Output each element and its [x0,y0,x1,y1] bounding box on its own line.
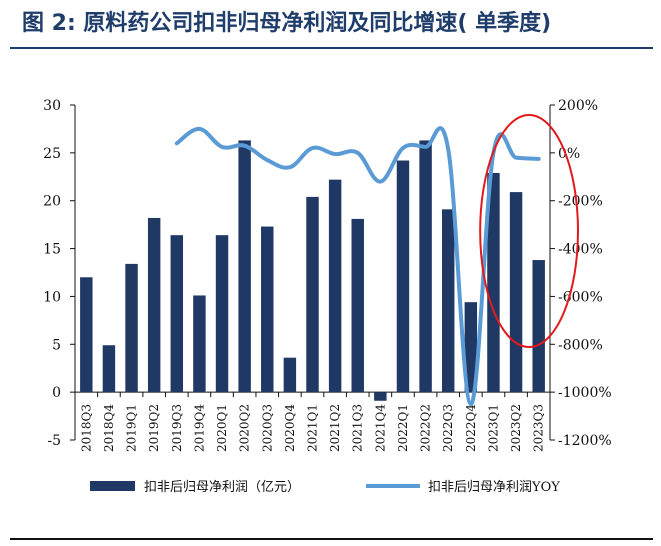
y-left-tick-label: 10 [43,289,61,305]
bar [147,217,161,393]
y-left-tick-label: 30 [43,98,61,114]
bar [396,160,410,393]
x-tick-label: 2019Q2 [147,404,161,452]
y-right-tick-label: 0% [558,146,580,162]
y-right-tick-label: -1200% [558,433,612,449]
x-tick-label: 2020Q4 [283,404,297,452]
bar [441,209,455,393]
x-tick-label: 2019Q4 [192,404,206,452]
legend-bar-swatch [90,481,135,491]
figure-title: 图 2: 原料药公司扣非归母净利润及同比增速( 单季度) [22,11,552,36]
bar [328,179,342,393]
highlight-ellipse [479,114,579,348]
bar [238,140,251,393]
y-right-tick-label: -400% [558,242,603,258]
bar [306,196,319,393]
legend: 扣非后归母净利润（亿元） 扣非后归母净利润YOY [90,480,560,495]
x-tick-label: 2020Q1 [215,404,229,452]
y-right-tick-label: -200% [558,194,603,210]
bar [532,260,545,393]
x-tick-label: 2022Q4 [464,404,478,452]
bar-series [80,140,545,401]
x-tick-label: 2023Q1 [486,404,500,452]
x-tick-label: 2022Q1 [396,404,410,452]
legend-bar-label: 扣非后归母净利润（亿元） [144,480,300,495]
bar [487,172,500,393]
y-left-tick-label: 0 [52,385,61,401]
annotation-layer [479,114,579,348]
bar [283,357,297,393]
x-tick-label: 2021Q4 [373,404,387,452]
y-right-tick-label: -800% [558,337,603,353]
bar [419,140,432,393]
bar [125,263,138,393]
x-tick-label: 2022Q2 [419,404,433,452]
bar [351,218,364,393]
y-left-tick-label: 5 [52,337,61,353]
y-left-tick-label: 15 [43,242,61,258]
bar [464,302,478,393]
y-left-tick-label: 20 [43,194,61,210]
x-tick-label: 2023Q3 [532,404,546,452]
x-tick-label: 2018Q4 [102,404,116,452]
bar [215,235,229,393]
bottom-rule [10,538,653,540]
legend-line-label: 扣非后归母净利润YOY [428,480,560,495]
y-left-tick-label: 25 [43,146,61,162]
x-tick-label: 2019Q3 [170,404,184,452]
title-rule [10,47,653,49]
y-left-tick-label: -5 [47,433,61,449]
x-tick-label: 2019Q1 [125,404,139,452]
x-tick-label: 2021Q3 [351,404,365,452]
x-tick-label: 2022Q3 [441,404,455,452]
x-tick-label: 2021Q2 [328,404,342,452]
x-tick-label: 2023Q2 [509,404,523,452]
y-right-tick-label: -600% [558,289,603,305]
bar [170,235,184,393]
x-tick-label: 2021Q1 [306,404,320,452]
bar [374,392,387,401]
bar [193,295,206,393]
bar [102,345,116,393]
bar [80,277,93,393]
x-tick-label: 2020Q3 [260,404,274,452]
bar [509,192,523,393]
y-right-tick-label: 200% [558,98,598,114]
x-tick-label: 2018Q3 [79,404,93,452]
y-right-tick-label: -1000% [558,385,612,401]
x-tick-label: 2020Q2 [238,404,252,452]
axes: -5 0 5 10 15 20 25 30 -1200% -1000% -800% -600% -400… [43,98,612,452]
bar [261,226,274,393]
